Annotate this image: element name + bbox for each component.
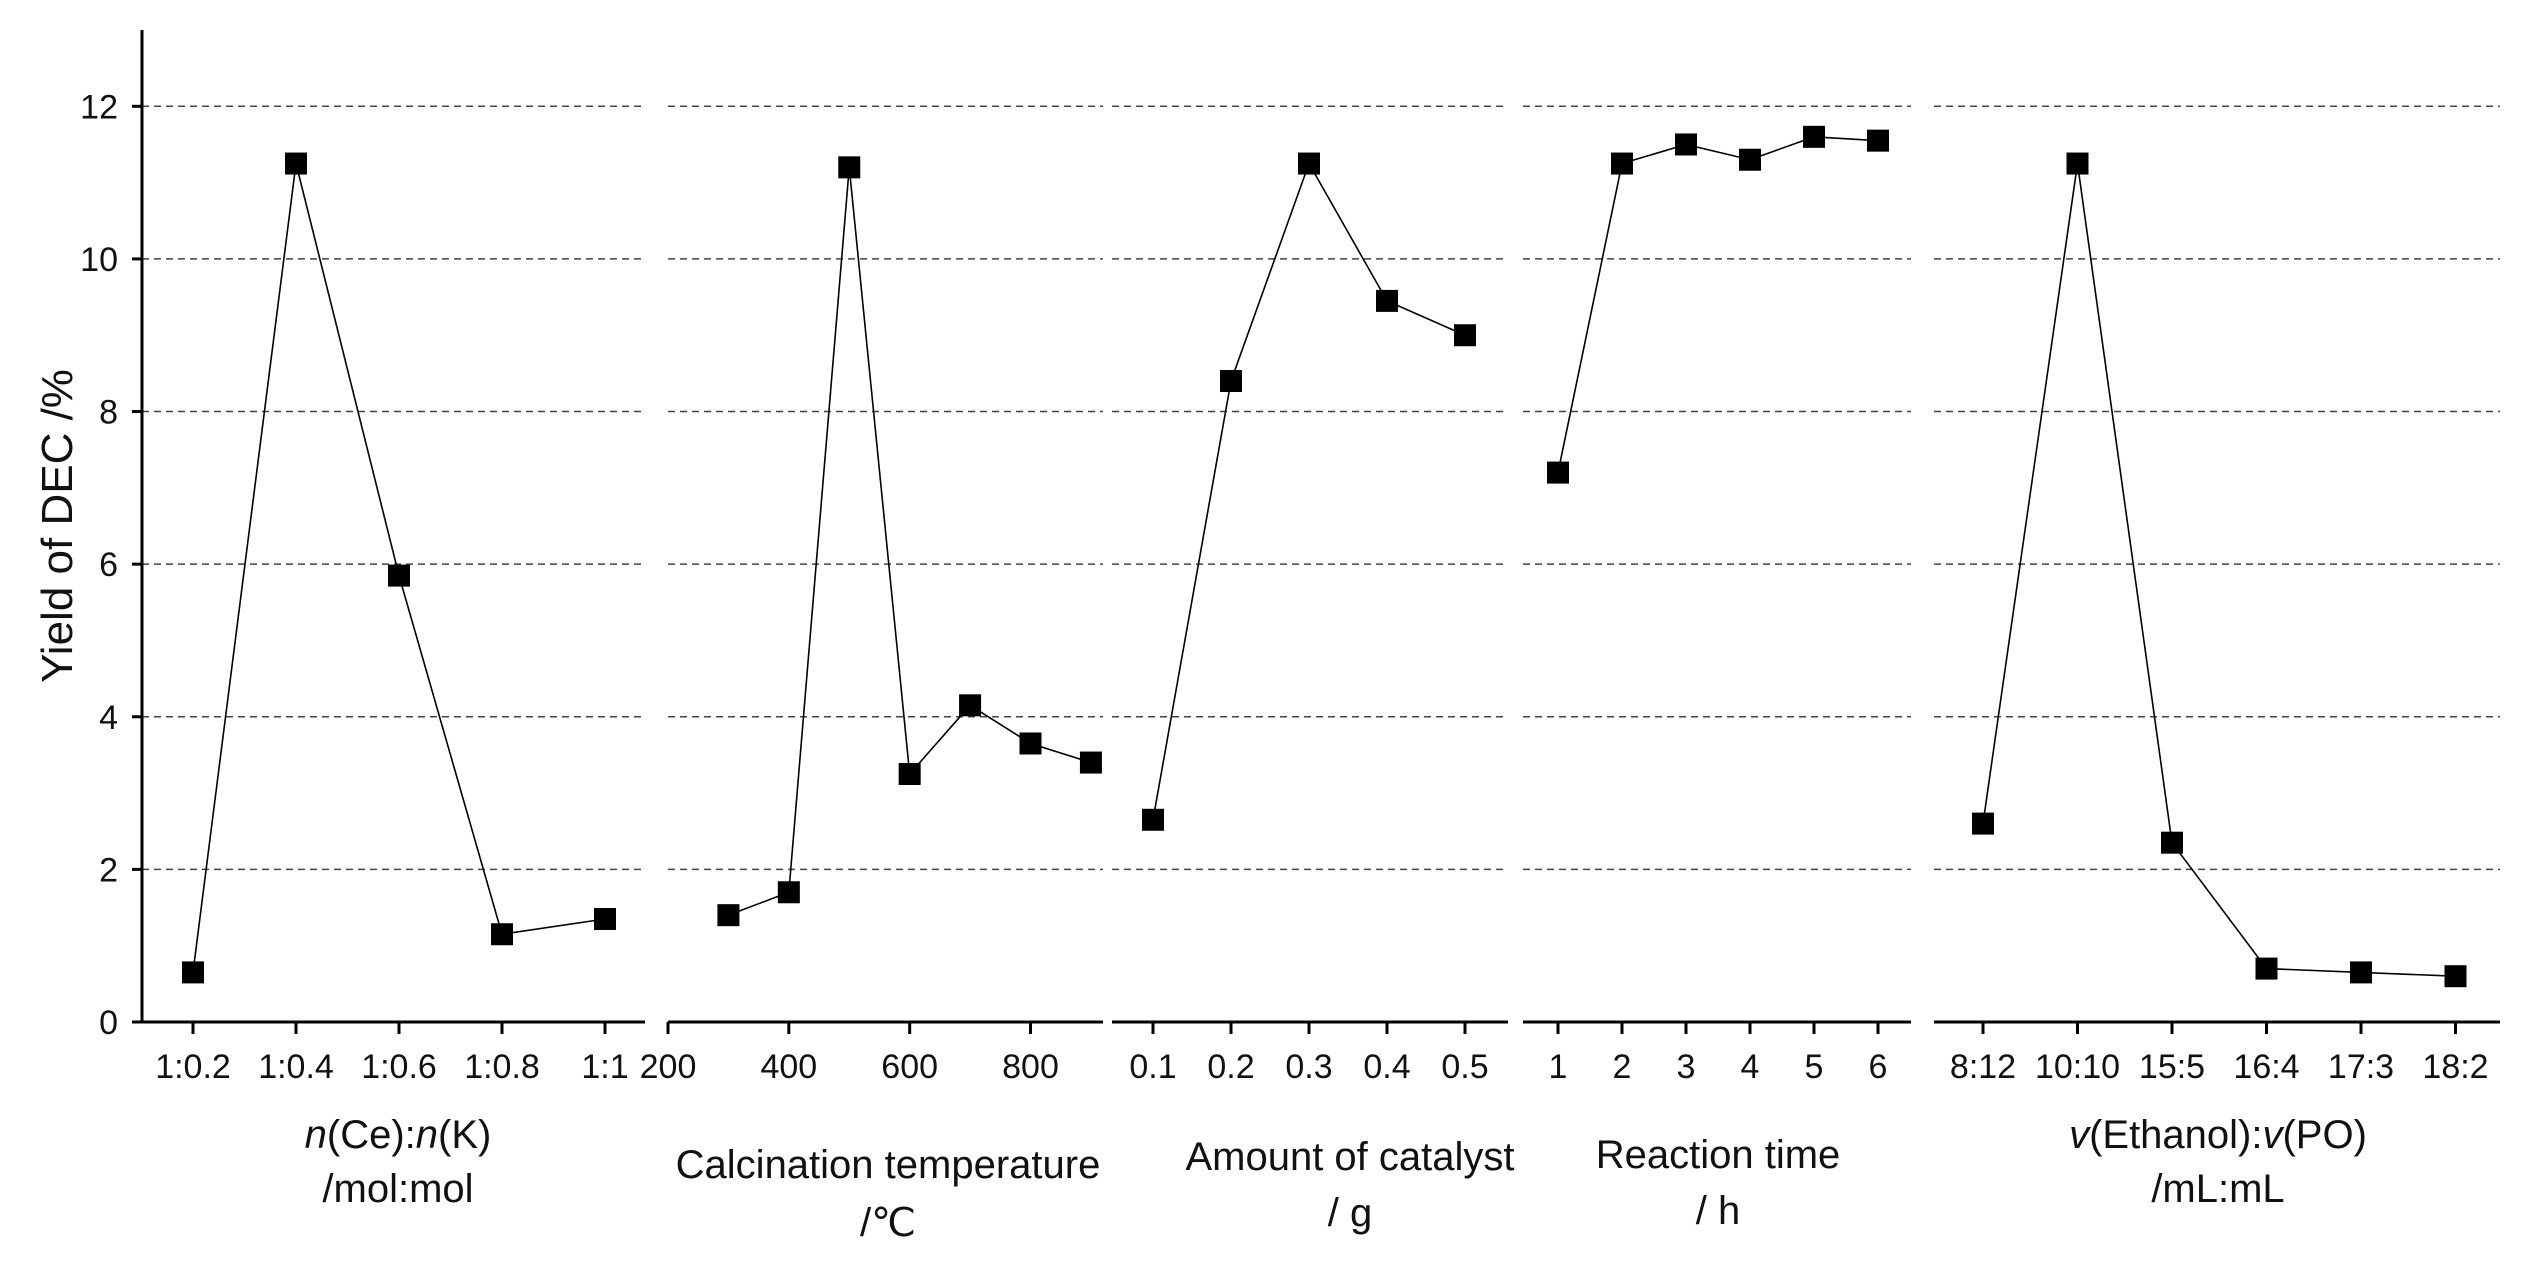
data-point (1675, 133, 1697, 156)
x-tick-label: 10:10 (2035, 1048, 2120, 1086)
x-axis-title-segment: /mL:mL (2151, 1167, 2284, 1211)
x-axis-title-segment: (Ce): (327, 1113, 416, 1157)
data-point (959, 694, 982, 717)
x-axis-title-segment: n (305, 1113, 327, 1157)
x-tick-label: 0.1 (1129, 1048, 1176, 1086)
x-axis-title-line: Reaction time (1596, 1133, 1841, 1177)
x-tick-label: 800 (1002, 1048, 1059, 1086)
x-tick-label: 0.4 (1363, 1048, 1410, 1086)
x-axis-title-segment: /℃ (860, 1201, 916, 1245)
data-point (1142, 808, 1164, 831)
axes-layer (132, 30, 2500, 1034)
x-axis-title-line: Amount of catalyst (1185, 1135, 1514, 1179)
x-axis-title-segment: Reaction time (1596, 1133, 1841, 1177)
data-point (2161, 831, 2183, 854)
x-tick-label: 0.5 (1441, 1048, 1488, 1086)
series-layer (182, 125, 2467, 988)
x-tick-label: 5 (1805, 1048, 1824, 1086)
x-axis-title-segment: (PO) (2282, 1113, 2366, 1157)
x-axis-title-line: /mL:mL (2151, 1167, 2284, 1211)
data-point (1079, 751, 1102, 774)
data-point (1454, 324, 1476, 347)
y-tick-label: 4 (99, 699, 118, 737)
x-tick-label: 600 (881, 1048, 938, 1086)
x-tick-label: 6 (1869, 1048, 1888, 1086)
data-point (1803, 125, 1825, 148)
x-tick-label: 1 (1549, 1048, 1568, 1086)
x-tick-label: 1:1 (581, 1048, 628, 1086)
data-point (2255, 957, 2278, 980)
series-line (1982, 163, 2456, 978)
data-point (182, 961, 204, 984)
data-point (1298, 152, 1320, 175)
x-axis-title-segment: / h (1696, 1189, 1740, 1233)
data-point (2444, 965, 2467, 988)
x-axis-title-segment: v (2262, 1113, 2284, 1157)
data-point (1547, 461, 1569, 484)
x-axis-title-segment: v (2069, 1113, 2091, 1157)
x-axis-title-line: / g (1328, 1191, 1372, 1235)
data-point (1220, 370, 1242, 393)
data-point (1019, 732, 1042, 755)
x-axis-title-line: v(Ethanol):v(PO) (2069, 1113, 2367, 1157)
y-tick-label: 8 (99, 394, 118, 432)
data-point (1376, 289, 1398, 312)
data-point (594, 907, 616, 930)
x-axis-title-segment: Amount of catalyst (1185, 1135, 1514, 1179)
x-axis-title-line: /℃ (860, 1201, 916, 1245)
x-axis-title-line: n(Ce):n(K) (305, 1113, 492, 1157)
data-point (1739, 148, 1761, 171)
grid-layer (142, 105, 2500, 871)
data-point (2066, 152, 2089, 175)
x-axis-title-line: /mol:mol (322, 1167, 473, 1211)
x-axis-title-segment: n (416, 1113, 438, 1157)
data-point (777, 881, 800, 904)
y-tick-label: 6 (99, 546, 118, 584)
data-point (1611, 152, 1633, 175)
data-point (2350, 961, 2372, 984)
y-tick-label: 12 (80, 88, 118, 126)
data-point (388, 564, 410, 587)
x-tick-label: 1:0.2 (155, 1048, 231, 1086)
series-line (728, 167, 1092, 916)
x-tick-label: 400 (760, 1048, 817, 1086)
x-axis-title-segment: Calcination temperature (676, 1143, 1101, 1187)
x-axis-title-segment: /mol:mol (322, 1167, 473, 1211)
x-tick-label: 0.2 (1207, 1048, 1254, 1086)
x-tick-label: 3 (1677, 1048, 1696, 1086)
x-tick-label: 4 (1741, 1048, 1760, 1086)
x-tick-label: 2 (1613, 1048, 1632, 1086)
data-point (285, 152, 307, 175)
data-point (898, 763, 921, 785)
data-point (1972, 812, 1994, 835)
x-axis-title-segment: (Ethanol): (2089, 1113, 2262, 1157)
x-tick-label: 16:4 (2233, 1048, 2299, 1086)
x-tick-label: 200 (640, 1048, 697, 1086)
x-axis-title-line: Calcination temperature (676, 1143, 1101, 1187)
data-point (717, 904, 740, 927)
x-axis-title-segment: (K) (438, 1113, 491, 1157)
x-tick-label: 1:0.6 (361, 1048, 437, 1086)
y-axis-title: Yield of DEC /% (33, 369, 82, 683)
x-tick-label: 18:2 (2422, 1048, 2488, 1086)
series-line (1152, 161, 1466, 820)
x-axis-title-segment: / g (1328, 1191, 1372, 1235)
y-tick-label: 2 (99, 851, 118, 889)
x-axis-title-line: / h (1696, 1189, 1740, 1233)
data-point (1867, 129, 1889, 152)
data-point (838, 156, 861, 179)
y-tick-label: 0 (99, 1004, 118, 1042)
series-line (1557, 136, 1879, 473)
x-tick-label: 1:0.8 (464, 1048, 540, 1086)
x-tick-label: 0.3 (1285, 1048, 1332, 1086)
y-tick-label: 10 (80, 241, 118, 279)
x-tick-label: 8:12 (1950, 1048, 2016, 1086)
data-point (491, 923, 513, 946)
x-tick-label: 17:3 (2328, 1048, 2394, 1086)
x-tick-label: 15:5 (2139, 1048, 2205, 1086)
x-tick-label: 1:0.4 (258, 1048, 334, 1086)
